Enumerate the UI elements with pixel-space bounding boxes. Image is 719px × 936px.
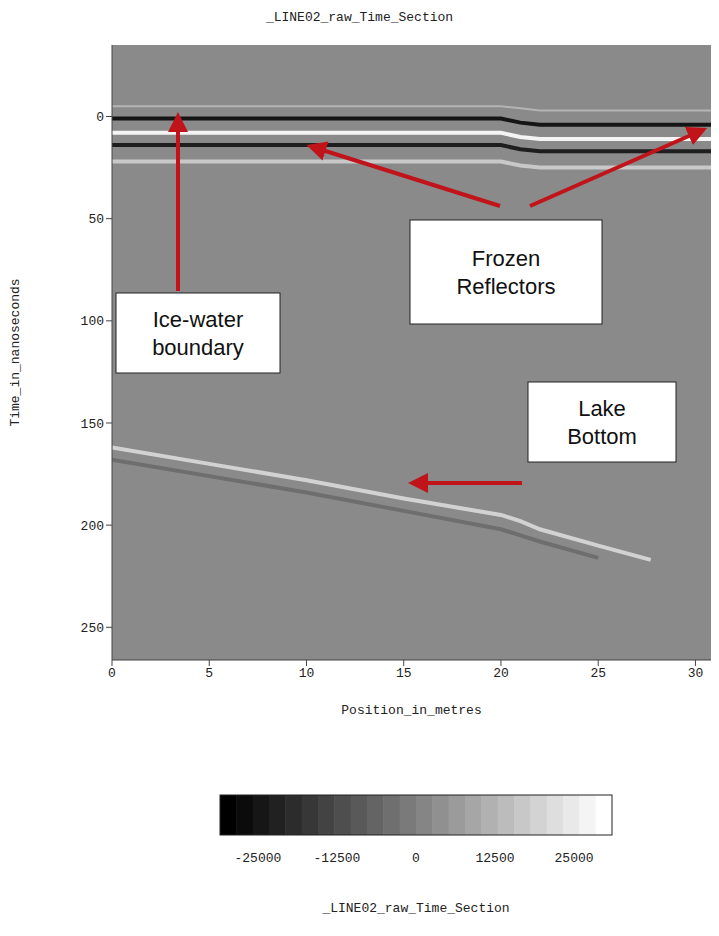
svg-text:10: 10 [299,666,315,681]
svg-text:50: 50 [88,212,104,227]
svg-text:30: 30 [688,666,704,681]
svg-text:Frozen: Frozen [472,246,540,271]
svg-text:0: 0 [96,110,104,125]
svg-text:20: 20 [493,666,509,681]
svg-text:_LINE02_raw_Time_Section: _LINE02_raw_Time_Section [321,901,509,916]
svg-text:25000: 25000 [555,851,594,866]
svg-text:0: 0 [108,666,116,681]
svg-text:25: 25 [590,666,606,681]
svg-text:Bottom: Bottom [567,424,637,449]
svg-text:Position_in_metres: Position_in_metres [341,703,481,718]
svg-text:Lake: Lake [578,396,626,421]
svg-text:250: 250 [81,621,104,636]
svg-text:Reflectors: Reflectors [456,274,555,299]
svg-text:5: 5 [205,666,213,681]
svg-text:15: 15 [396,666,412,681]
svg-text:12500: 12500 [476,851,515,866]
svg-text:150: 150 [81,417,104,432]
svg-text:100: 100 [81,314,104,329]
svg-text:-12500: -12500 [314,851,361,866]
svg-text:Ice-water: Ice-water [153,307,243,332]
html-text:_LINE02_raw_Time_Section: _LINE02_raw_Time_Section [265,10,454,25]
svg-text:Time_in_nanoseconds: Time_in_nanoseconds [8,278,23,426]
svg-text:200: 200 [81,519,104,534]
svg-text:-25000: -25000 [235,851,282,866]
svg-text:boundary: boundary [152,335,244,360]
svg-text:0: 0 [412,851,420,866]
